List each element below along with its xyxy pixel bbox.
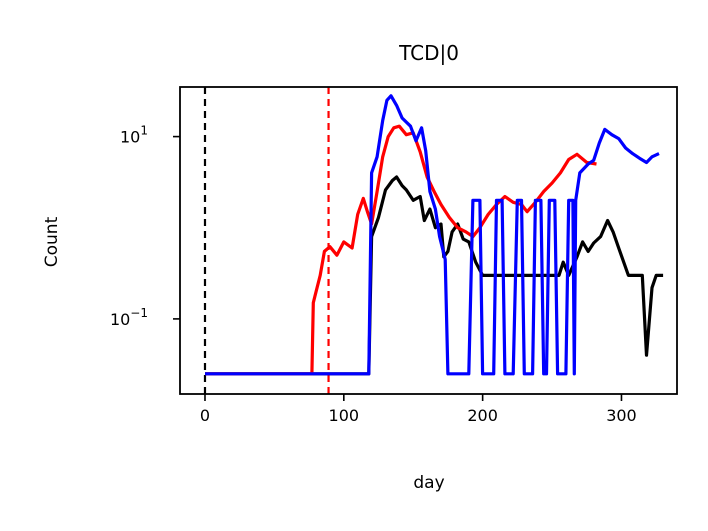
series-line-1 bbox=[205, 124, 597, 376]
y-tick-label-0: 10−1 bbox=[110, 306, 148, 329]
x-tick-label-2: 200 bbox=[467, 406, 498, 425]
chart-title: TCD|0 bbox=[398, 41, 459, 65]
y-axis-title: Count bbox=[42, 216, 62, 267]
x-tick-label-0: 0 bbox=[200, 406, 210, 425]
x-tick-label-1: 100 bbox=[329, 406, 360, 425]
x-tick-label-3: 300 bbox=[606, 406, 637, 425]
series-line-2 bbox=[205, 94, 660, 376]
x-axis-title: day bbox=[413, 473, 444, 493]
y-tick-label-1: 101 bbox=[120, 124, 148, 147]
plot-frame bbox=[179, 86, 678, 395]
